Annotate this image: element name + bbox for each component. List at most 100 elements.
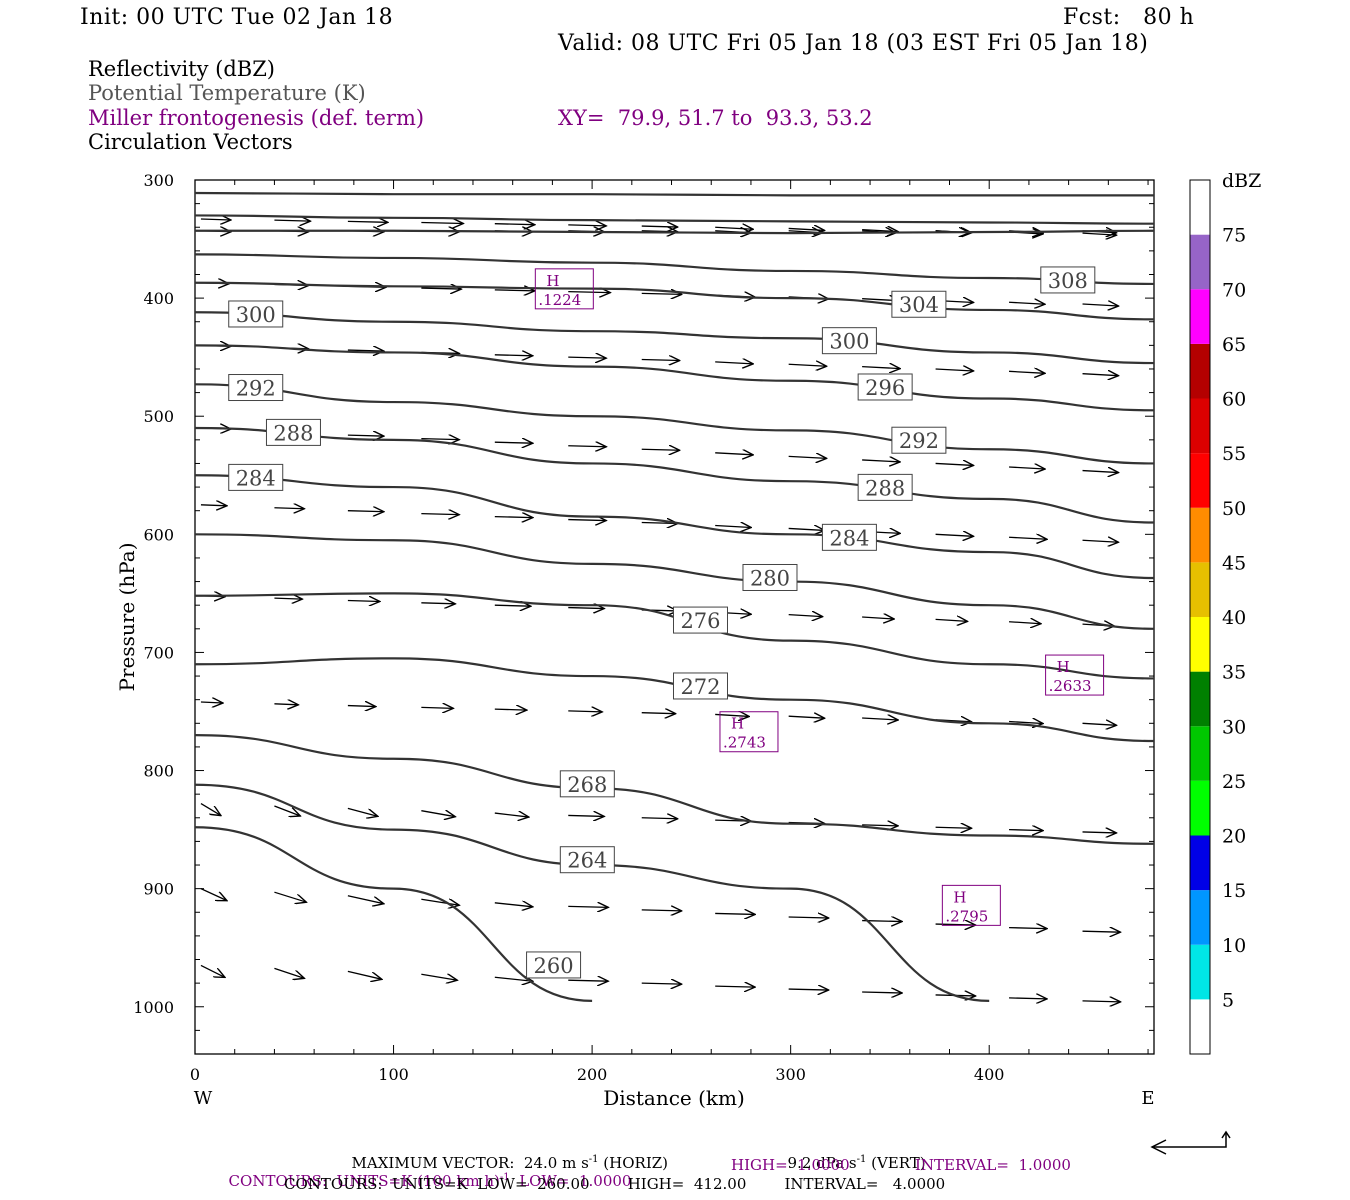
circulation-vector: [788, 615, 823, 617]
theta-contour-288: [195, 426, 1154, 524]
colorbar-level-label: 20: [1222, 826, 1246, 848]
circulation-vector: [421, 811, 455, 817]
circulation-vector: [935, 369, 974, 371]
circulation-vector: [641, 226, 678, 227]
circulation-vector: [1009, 830, 1043, 831]
frontogenesis-max-letter: H: [731, 715, 744, 733]
circulation-vector: [788, 716, 825, 718]
circulation-vector: [274, 967, 304, 978]
contour-label-box: [742, 563, 798, 591]
circulation-vector: [715, 986, 755, 987]
circulation-vector: [494, 224, 535, 225]
circulation-vector: [568, 446, 606, 447]
contour-label-box: [228, 300, 284, 328]
theta-contour-284: [195, 474, 1154, 580]
circulation-vector: [1082, 374, 1119, 376]
circulation-vector: [641, 293, 682, 294]
circulation-vector: [641, 449, 680, 450]
circulation-vector: [274, 891, 306, 902]
circulation-vector: [788, 528, 825, 530]
contour-label-300: 300: [829, 330, 869, 354]
frontogenesis-max-letter: H: [546, 272, 559, 290]
contour-label-260: 260: [534, 954, 574, 978]
theta-contour-268: [195, 734, 1154, 845]
circulation-vector: [421, 439, 459, 440]
contour-label-292: 292: [899, 429, 939, 453]
theta-contour-unlabeled: [195, 191, 1154, 197]
circulation-vector: [568, 711, 602, 712]
circulation-vector: [788, 364, 827, 366]
contour-label-box: [672, 672, 728, 700]
theta-contour-unlabeled: [195, 214, 1154, 225]
frontogenesis-max-value: .2795: [945, 907, 988, 925]
circulation-vector: [1082, 304, 1119, 306]
colorbar-frame: [1189, 179, 1211, 1055]
valid-time: Valid: 08 UTC Fri 05 Jan 18 (03 EST Fri …: [558, 31, 1149, 56]
contour-label-300: 300: [236, 303, 276, 327]
max-vector-text: MAXIMUM VECTOR: 24.0 m s-1 (HORIZ): [342, 1140, 668, 1171]
contour-label-box: [559, 846, 615, 874]
circulation-vector: [274, 805, 300, 816]
colorbar-level-label: 60: [1222, 389, 1246, 411]
circulation-vector: [347, 435, 384, 436]
circulation-vector: [788, 228, 825, 230]
circulation-vector: [935, 463, 974, 465]
x-tick-label: 100: [378, 1065, 409, 1084]
circulation-vector: [862, 617, 894, 619]
circulation-vector: [715, 714, 749, 716]
circulation-vector: [347, 221, 388, 222]
circulation-vector: [421, 514, 459, 515]
circulation-vector: [568, 980, 608, 981]
circulation-vector: [494, 813, 529, 817]
contour-label-box: [857, 473, 913, 501]
circulation-vector: [421, 223, 463, 224]
init-time: Init: 00 UTC Tue 02 Jan 18: [80, 5, 394, 30]
unit-exponent: -1: [588, 1154, 599, 1165]
circulation-vector: [641, 983, 682, 984]
contour-label-box: [891, 290, 947, 318]
contour-label-268: 268: [567, 773, 607, 797]
circulation-vector: [568, 906, 608, 907]
circulation-vector: [715, 362, 753, 364]
circulation-vector: [715, 227, 753, 229]
circulation-vector: [1009, 928, 1047, 929]
y-tick-label: 600: [143, 525, 174, 544]
max-vector-horiz: MAXIMUM VECTOR: 24.0 m s: [351, 1154, 589, 1172]
axis-labels: Distance (km) Pressure (hPa) W E: [115, 543, 1155, 1110]
circulation-vector: [715, 913, 755, 914]
frontogenesis-max-box: [534, 268, 594, 310]
circulation-vector: [862, 825, 898, 826]
theta-contour-260: [195, 826, 593, 1002]
colorbar-segment: [1190, 562, 1210, 617]
colorbar-segment: [1190, 726, 1210, 781]
y-tick-label: 300: [143, 171, 174, 190]
contour-label-272: 272: [680, 675, 720, 699]
field-frontogenesis: Miller frontogenesis (def. term): [88, 106, 425, 130]
circulation-vector: [200, 702, 223, 703]
circulation-vector: [862, 718, 898, 720]
circulation-vector: [347, 895, 384, 904]
circulation-vector: [641, 818, 678, 819]
fronto-low: LOW= 1.0000: [509, 1172, 632, 1190]
theta-contour-labels: 308 304 300 300 296 292 292 288 288 284 284 280 276 2…: [228, 266, 1096, 979]
field-reflectivity: Reflectivity (dBZ): [88, 57, 276, 81]
contour-label-box: [228, 374, 284, 402]
field-potential-temperature: Potential Temperature (K): [88, 81, 366, 105]
contour-label-296: 296: [865, 376, 905, 400]
frontogenesis-max-value: .2633: [1049, 677, 1092, 695]
colorbar-segment: [1190, 671, 1210, 727]
circulation-vector: [347, 600, 380, 601]
circulation-vector: [715, 525, 751, 527]
circulation-vector: [494, 903, 533, 907]
circulation-vector: [641, 713, 676, 714]
x-tick-label: 200: [577, 1065, 608, 1084]
theta-contour-272: [195, 657, 1154, 743]
colorbar-level-label: 65: [1222, 334, 1246, 356]
contour-label-304: 304: [899, 293, 939, 317]
y-tick-label: 900: [143, 880, 174, 899]
circulation-vector: [862, 460, 900, 462]
contour-label-box: [559, 770, 615, 798]
circulation-vector: [641, 360, 680, 361]
